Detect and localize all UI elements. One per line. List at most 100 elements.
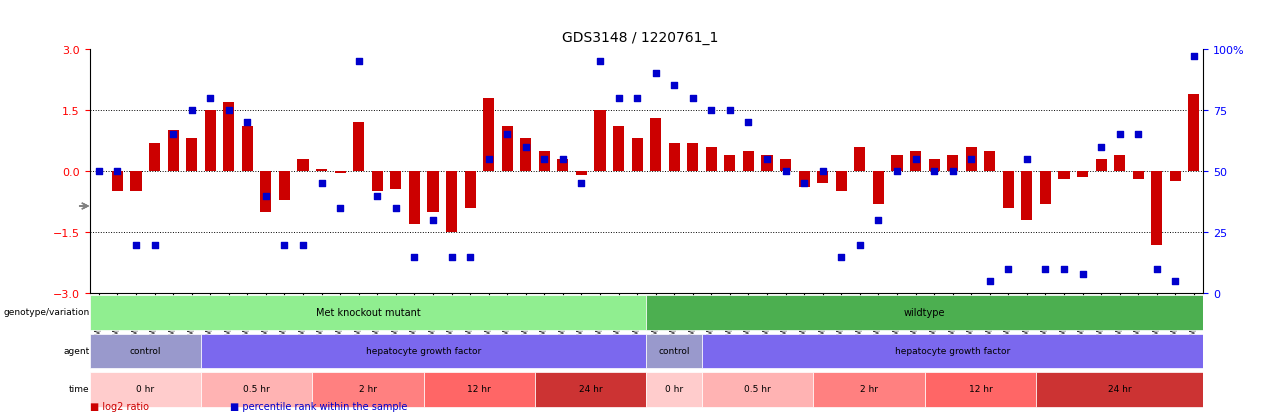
Bar [242,127,253,172]
Bar [724,155,736,172]
Point [627,95,648,102]
Point [868,217,888,224]
Text: time: time [69,385,90,394]
Point [571,180,591,187]
Point [516,144,536,151]
Text: ■ log2 ratio: ■ log2 ratio [90,401,148,411]
Point [942,169,963,175]
FancyBboxPatch shape [201,334,646,368]
FancyBboxPatch shape [535,373,646,407]
Bar [111,172,123,192]
Point [274,242,294,248]
Point [608,95,628,102]
FancyBboxPatch shape [701,334,1203,368]
Bar [483,98,494,172]
Bar [371,172,383,192]
Bar [613,127,625,172]
Bar [650,119,662,172]
Bar [445,172,457,233]
Bar [408,172,420,225]
Bar [1170,172,1181,182]
Bar [131,172,142,192]
Point [961,156,982,163]
Point [330,205,351,211]
Point [1016,156,1037,163]
Point [998,266,1019,273]
FancyBboxPatch shape [646,296,1203,330]
Point [1091,144,1111,151]
Bar [316,170,328,172]
Text: genotype/variation: genotype/variation [4,308,90,317]
Text: 2 hr: 2 hr [860,385,878,394]
Point [682,95,703,102]
Point [534,156,554,163]
Point [813,169,833,175]
Bar [1002,172,1014,208]
Bar [780,159,791,172]
Point [850,242,870,248]
Point [1073,271,1093,278]
Point [1110,132,1130,138]
Bar [539,151,550,172]
Bar [873,172,884,204]
Bar [1096,159,1107,172]
Point [182,107,202,114]
Point [497,132,517,138]
Text: 0.5 hr: 0.5 hr [243,385,270,394]
Text: 24 hr: 24 hr [579,385,603,394]
Point [293,242,314,248]
Bar [520,139,531,172]
Bar [1114,155,1125,172]
Point [88,169,109,175]
FancyBboxPatch shape [814,373,924,407]
Bar [1151,172,1162,245]
Text: control: control [658,346,690,355]
Point [108,169,128,175]
Point [1053,266,1074,273]
Point [479,156,499,163]
Text: control: control [129,346,161,355]
Bar [353,123,365,172]
Bar [1133,172,1144,180]
Bar [502,127,513,172]
Point [553,156,573,163]
FancyBboxPatch shape [924,373,1037,407]
FancyBboxPatch shape [424,373,535,407]
Text: wildtype: wildtype [904,307,946,317]
Bar [910,151,922,172]
Point [831,254,851,261]
Point [460,254,480,261]
Bar [1039,172,1051,204]
FancyBboxPatch shape [201,373,312,407]
Point [404,254,425,261]
Point [645,71,666,77]
Point [701,107,722,114]
Point [1184,54,1204,60]
Bar [984,151,996,172]
Bar [1059,172,1070,180]
Point [1036,266,1056,273]
Bar [260,172,271,212]
Point [422,217,443,224]
Point [664,83,685,90]
Bar [762,155,773,172]
Bar [1188,94,1199,172]
Text: 0 hr: 0 hr [666,385,684,394]
Point [776,169,796,175]
Point [739,119,759,126]
Bar [576,172,588,176]
Text: 12 hr: 12 hr [467,385,492,394]
Bar [891,155,902,172]
Point [590,59,611,65]
Text: GDS3148 / 1220761_1: GDS3148 / 1220761_1 [562,31,718,45]
Bar [1021,172,1033,221]
Bar [1076,172,1088,178]
Bar [594,111,605,172]
Point [311,180,332,187]
Bar [186,139,197,172]
FancyBboxPatch shape [90,373,201,407]
Bar [836,172,847,192]
FancyBboxPatch shape [1037,373,1203,407]
Text: 0.5 hr: 0.5 hr [745,385,771,394]
Bar [631,139,643,172]
